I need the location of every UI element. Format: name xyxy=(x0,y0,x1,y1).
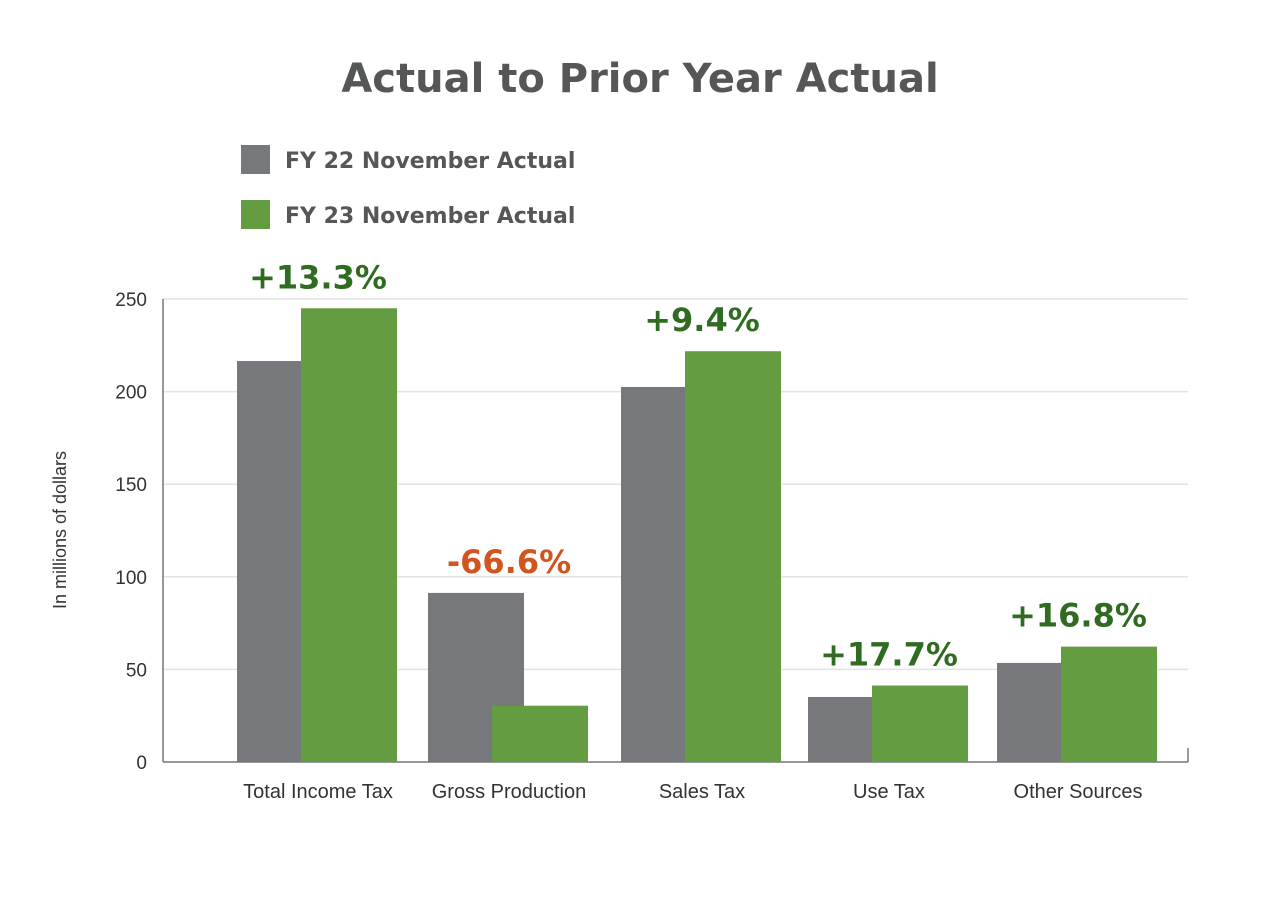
y-tick-label: 100 xyxy=(115,568,147,589)
x-axis-labels: Total Income Tax Gross Production Sales Ta… xyxy=(243,781,1142,803)
bar-fy23 xyxy=(685,351,781,762)
bar-fy23 xyxy=(492,705,588,762)
x-tick-label: Use Tax xyxy=(853,781,925,803)
bar-fy23 xyxy=(301,308,397,762)
x-tick-label: Sales Tax xyxy=(659,781,745,803)
y-axis-label: In millions of dollars xyxy=(50,451,70,609)
bar-fy23 xyxy=(872,685,968,762)
percent-change-label: -66.6% xyxy=(447,543,571,581)
y-tick-label: 200 xyxy=(115,383,147,404)
y-axis-ticks: 0 50 100 150 200 250 xyxy=(115,290,147,774)
bars xyxy=(237,308,1157,762)
percent-change-label: +9.4% xyxy=(644,301,760,339)
percent-change-label: +17.7% xyxy=(820,636,958,674)
percent-change-label: +13.3% xyxy=(249,258,387,296)
percent-change-label: +16.8% xyxy=(1009,597,1147,635)
legend-swatch-0 xyxy=(241,145,270,174)
bar-fy23 xyxy=(1061,646,1157,762)
legend-label-1: FY 23 November Actual xyxy=(285,204,575,229)
x-tick-label: Total Income Tax xyxy=(243,781,393,803)
legend: FY 22 November Actual FY 23 November Actu… xyxy=(241,145,575,229)
y-tick-label: 150 xyxy=(115,475,147,496)
y-tick-label: 0 xyxy=(136,753,147,774)
y-tick-label: 50 xyxy=(126,660,147,681)
x-tick-label: Other Sources xyxy=(1014,781,1143,803)
legend-label-0: FY 22 November Actual xyxy=(285,149,575,174)
legend-swatch-1 xyxy=(241,200,270,229)
y-tick-label: 250 xyxy=(115,290,147,311)
annotations: +13.3% -66.6% +9.4% +17.7% +16.8% xyxy=(249,258,1147,673)
chart-title: Actual to Prior Year Actual xyxy=(341,56,938,102)
x-tick-label: Gross Production xyxy=(432,781,587,803)
